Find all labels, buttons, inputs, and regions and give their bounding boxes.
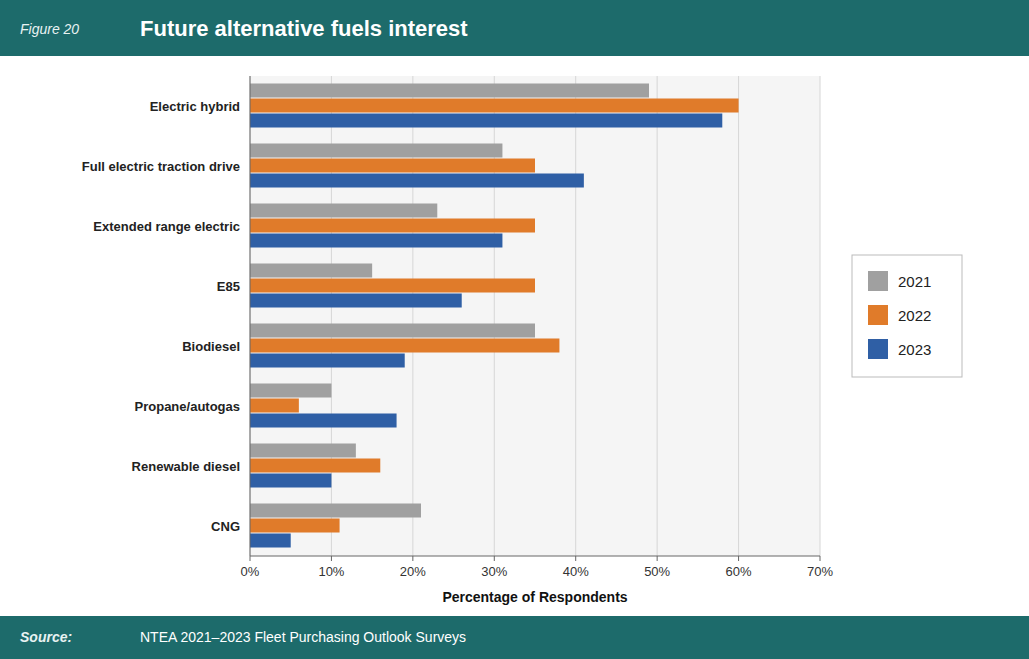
bar <box>250 339 559 353</box>
category-label: Biodiesel <box>182 339 240 354</box>
bar <box>250 144 502 158</box>
category-label: CNG <box>211 519 240 534</box>
bar <box>250 264 372 278</box>
bar <box>250 444 356 458</box>
bar <box>250 159 535 173</box>
bar <box>250 384 331 398</box>
grid-line <box>575 76 576 556</box>
grid-line <box>738 76 739 556</box>
bars <box>250 84 739 548</box>
x-axis-label: Percentage of Respondents <box>442 589 627 605</box>
legend-box <box>852 255 962 377</box>
tick-label: 30% <box>481 564 507 579</box>
bar <box>250 294 462 308</box>
bar <box>250 459 380 473</box>
grid-line <box>657 76 658 556</box>
legend-label: 2021 <box>898 273 931 290</box>
bar <box>250 519 340 533</box>
header-bar <box>0 0 1029 56</box>
tick-mark <box>250 556 251 561</box>
plot-background <box>250 76 820 556</box>
legend-swatch <box>868 305 888 325</box>
bar <box>250 324 535 338</box>
category-label: Renewable diesel <box>132 459 240 474</box>
bar <box>250 399 299 413</box>
category-label: Electric hybrid <box>150 99 240 114</box>
category-label: Extended range electric <box>93 219 240 234</box>
bar <box>250 114 722 128</box>
category-label: Full electric traction drive <box>82 159 240 174</box>
title: Future alternative fuels interest <box>140 16 468 41</box>
bar <box>250 414 397 428</box>
source-label: Source: <box>20 629 72 645</box>
bar <box>250 279 535 293</box>
bar <box>250 534 291 548</box>
tick-label: 20% <box>400 564 426 579</box>
tick-label: 70% <box>807 564 833 579</box>
bar <box>250 504 421 518</box>
chart: Figure 20 Future alternative fuels intere… <box>0 0 1029 659</box>
bar <box>250 219 535 233</box>
tick-mark <box>738 556 739 561</box>
tick-label: 60% <box>726 564 752 579</box>
grid-line <box>820 76 821 556</box>
source-text: NTEA 2021–2023 Fleet Purchasing Outlook … <box>140 629 466 645</box>
legend-label: 2023 <box>898 341 931 358</box>
tick-mark <box>657 556 658 561</box>
tick-mark <box>331 556 332 561</box>
figure-label: Figure 20 <box>20 21 79 37</box>
tick-mark <box>820 556 821 561</box>
tick-label: 40% <box>563 564 589 579</box>
bar <box>250 174 584 188</box>
tick-mark <box>494 556 495 561</box>
bar <box>250 354 405 368</box>
bar <box>250 474 331 488</box>
tick-label: 0% <box>241 564 260 579</box>
bar <box>250 84 649 98</box>
tick-label: 50% <box>644 564 670 579</box>
tick-mark <box>575 556 576 561</box>
bar <box>250 99 739 113</box>
bar <box>250 204 437 218</box>
source-bar <box>0 616 1029 659</box>
legend-swatch <box>868 271 888 291</box>
tick-label: 10% <box>318 564 344 579</box>
legend-swatch <box>868 339 888 359</box>
category-label: Propane/autogas <box>135 399 240 414</box>
category-label: E85 <box>217 279 240 294</box>
y-axis-line <box>250 76 251 556</box>
grid-line <box>250 76 251 556</box>
x-axis-line <box>250 556 820 557</box>
legend-label: 2022 <box>898 307 931 324</box>
bar <box>250 234 502 248</box>
tick-mark <box>412 556 413 561</box>
